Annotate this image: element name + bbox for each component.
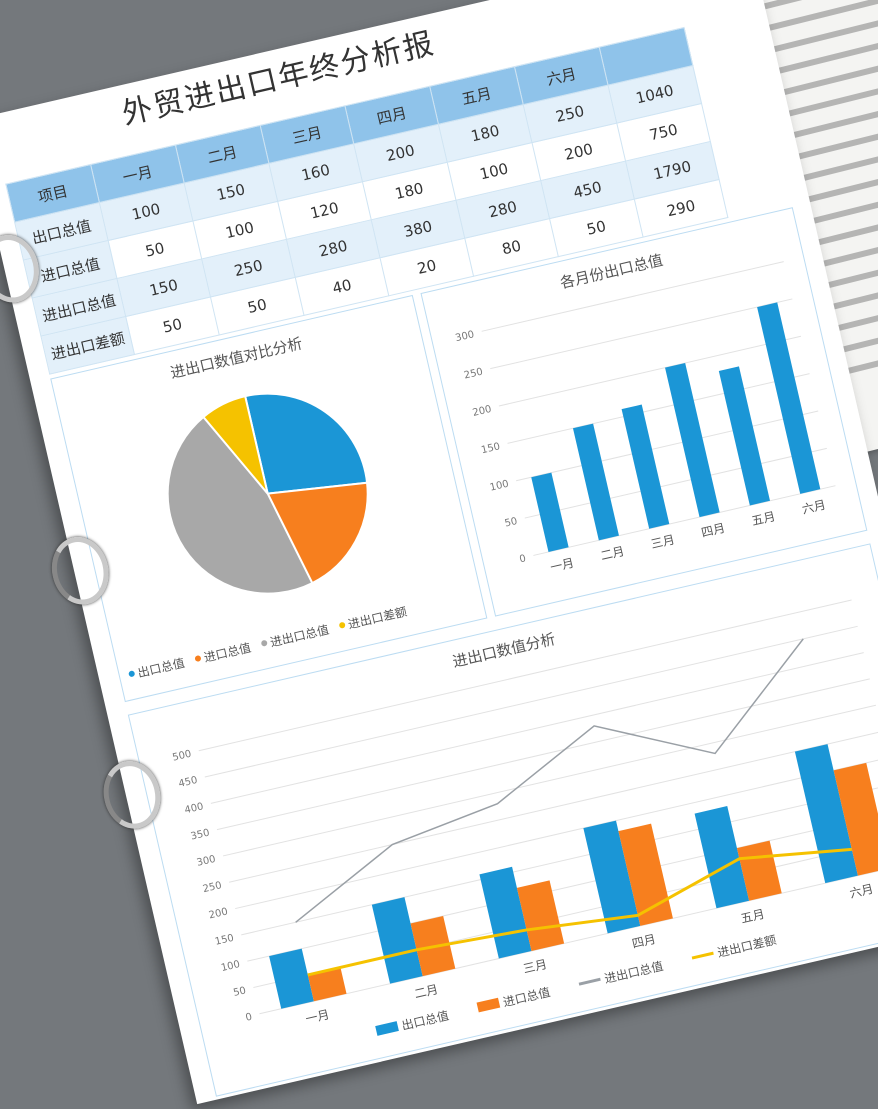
bar — [572, 423, 619, 541]
legend-marker — [261, 640, 268, 647]
gridline — [235, 757, 878, 910]
gridline — [222, 704, 876, 857]
gridline — [204, 625, 858, 778]
pie-slice — [202, 394, 269, 495]
gridline — [198, 599, 852, 752]
bar — [665, 363, 720, 518]
bar — [718, 366, 770, 506]
legend-marker — [194, 655, 201, 662]
gridline — [216, 678, 870, 831]
x-tick-label: 六月 — [848, 882, 875, 901]
bar-import — [833, 762, 878, 876]
bar-chart: 0 50 100 150 200 250 300 一月 二月 三月 四月 五月 六月 — [454, 261, 836, 575]
y-tick-label: 150 — [214, 933, 235, 948]
gridline — [516, 410, 819, 482]
y-tick-label: 300 — [454, 329, 475, 344]
y-tick-label: 250 — [202, 880, 223, 895]
gridline — [481, 261, 784, 332]
gridline — [498, 335, 802, 407]
x-tick-label: 五月 — [739, 907, 766, 926]
bar — [757, 302, 821, 494]
gridline — [533, 485, 836, 556]
y-tick-label: 500 — [171, 749, 192, 764]
legend-marker — [339, 622, 346, 629]
legend-label: 出口总值 — [400, 1007, 450, 1032]
y-tick-label: 300 — [196, 854, 217, 869]
legend-label: 进口总值 — [202, 640, 252, 665]
gridline — [259, 862, 878, 1015]
legend-label: 进出口差额 — [347, 605, 409, 632]
pie-slice — [243, 392, 369, 495]
x-tick-label: 三月 — [522, 957, 549, 976]
y-tick-label: 100 — [220, 959, 241, 974]
legend-marker — [476, 997, 501, 1013]
x-tick-label: 二月 — [413, 982, 440, 1001]
legend-label: 出口总值 — [136, 655, 186, 680]
bar — [621, 404, 670, 529]
legend-marker — [691, 951, 714, 960]
x-tick-label: 一月 — [304, 1007, 331, 1026]
y-tick-label: 200 — [472, 404, 493, 419]
bar-export — [269, 948, 314, 1009]
y-tick-label: 0 — [245, 1012, 254, 1024]
pie-slice — [266, 481, 369, 585]
bar — [531, 472, 569, 552]
y-tick-label: 400 — [184, 801, 205, 816]
y-tick-label: 50 — [504, 516, 519, 530]
gridline — [507, 373, 810, 444]
legend-marker — [128, 670, 135, 677]
bar-export — [794, 744, 858, 884]
legend-label: 进出口总值 — [603, 958, 665, 986]
y-tick-label: 150 — [480, 441, 501, 456]
legend-label: 进出口总值 — [269, 622, 331, 650]
x-tick-label: 三月 — [650, 532, 677, 551]
legend-marker — [375, 1021, 399, 1036]
gridline — [524, 447, 827, 519]
y-tick-label: 0 — [518, 553, 527, 565]
y-tick-label: 200 — [208, 906, 229, 921]
x-tick-label: 一月 — [549, 556, 576, 575]
legend-marker — [578, 977, 601, 986]
gridline — [228, 731, 878, 883]
y-tick-label: 50 — [232, 985, 247, 999]
y-tick-label: 350 — [190, 828, 211, 843]
series-line — [295, 638, 804, 923]
y-tick-label: 100 — [489, 479, 510, 494]
y-tick-label: 450 — [178, 775, 199, 790]
bar-chart-panel: 各月份出口总值 0 50 100 150 200 250 300 一月 二月 三月 四月 五月 六月 — [420, 207, 868, 617]
x-tick-label: 四月 — [700, 521, 727, 540]
gridline — [210, 652, 864, 804]
x-tick-label: 四月 — [631, 932, 658, 951]
legend-label: 进出口差额 — [716, 933, 778, 960]
pie-chart-panel: 进出口数值对比分析 出口总值 进口总值 进出口总值 进出口差额 — [50, 294, 488, 703]
x-tick-label: 二月 — [599, 544, 626, 563]
pie-slice — [166, 415, 314, 595]
gridline — [490, 298, 793, 370]
x-tick-label: 六月 — [801, 498, 828, 517]
y-tick-label: 250 — [463, 367, 484, 382]
x-tick-label: 五月 — [750, 509, 777, 528]
legend-label: 进口总值 — [501, 984, 551, 1009]
gridline — [241, 783, 878, 936]
